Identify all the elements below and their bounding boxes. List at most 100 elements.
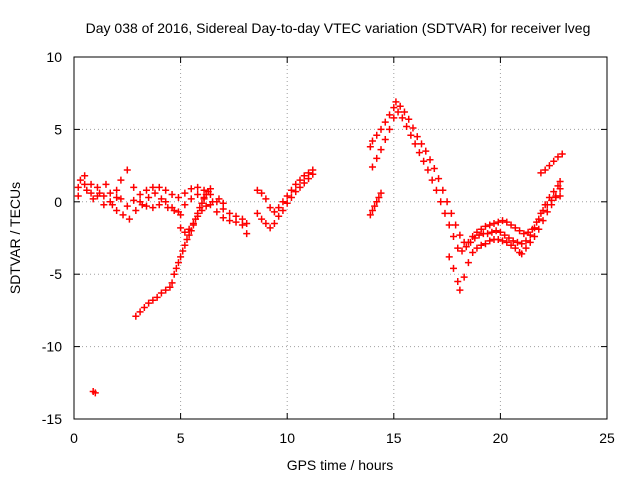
data-point bbox=[475, 231, 483, 239]
data-point bbox=[142, 202, 150, 210]
data-point bbox=[398, 114, 406, 122]
data-point bbox=[243, 230, 251, 238]
data-point bbox=[226, 209, 234, 217]
data-point bbox=[181, 228, 189, 236]
data-point bbox=[138, 201, 146, 209]
data-point bbox=[300, 172, 308, 180]
data-point bbox=[149, 296, 157, 304]
data-point bbox=[183, 235, 191, 243]
data-point bbox=[177, 224, 185, 232]
data-point bbox=[548, 201, 556, 209]
data-point bbox=[81, 172, 89, 180]
data-point bbox=[409, 124, 417, 132]
data-point bbox=[170, 270, 178, 278]
data-point bbox=[296, 183, 304, 191]
data-point bbox=[377, 125, 385, 133]
data-point bbox=[490, 220, 498, 228]
data-point bbox=[266, 224, 274, 232]
data-point bbox=[496, 228, 504, 236]
data-point bbox=[445, 253, 453, 261]
data-point bbox=[368, 206, 376, 214]
data-point bbox=[189, 220, 197, 228]
data-point bbox=[194, 191, 202, 199]
data-point bbox=[531, 233, 539, 241]
data-point bbox=[151, 189, 159, 197]
data-point bbox=[149, 183, 157, 191]
data-point bbox=[198, 199, 206, 207]
data-point bbox=[136, 308, 144, 316]
data-point bbox=[435, 175, 443, 183]
data-point bbox=[215, 195, 223, 203]
data-point bbox=[296, 176, 304, 184]
data-point bbox=[157, 289, 165, 297]
data-point bbox=[136, 191, 144, 199]
data-point bbox=[492, 227, 500, 235]
data-point bbox=[89, 195, 97, 203]
data-point bbox=[373, 198, 381, 206]
data-point bbox=[531, 224, 539, 232]
data-point bbox=[522, 237, 530, 245]
data-point bbox=[200, 195, 208, 203]
data-point bbox=[526, 238, 534, 246]
data-point bbox=[469, 248, 477, 256]
data-point bbox=[428, 176, 436, 184]
data-point bbox=[123, 202, 131, 210]
data-point bbox=[452, 221, 460, 229]
data-point bbox=[443, 198, 451, 206]
data-point bbox=[275, 204, 283, 212]
data-point bbox=[168, 191, 176, 199]
data-point bbox=[509, 237, 517, 245]
data-point bbox=[194, 212, 202, 220]
data-point bbox=[194, 183, 202, 191]
y-tick-label: -10 bbox=[42, 339, 62, 355]
data-point bbox=[279, 198, 287, 206]
data-point bbox=[541, 166, 549, 174]
data-point bbox=[543, 208, 551, 216]
data-point bbox=[219, 214, 227, 222]
data-point bbox=[181, 201, 189, 209]
data-series bbox=[366, 98, 564, 246]
data-point bbox=[518, 240, 526, 248]
data-point bbox=[170, 206, 178, 214]
data-point bbox=[445, 221, 453, 229]
data-point bbox=[481, 222, 489, 230]
data-point bbox=[287, 186, 295, 194]
data-point bbox=[270, 220, 278, 228]
data-point bbox=[87, 189, 95, 197]
y-axis-label: SDTVAR / TECUs bbox=[7, 182, 23, 294]
data-point bbox=[499, 217, 507, 225]
data-series bbox=[366, 189, 385, 219]
data-point bbox=[162, 286, 170, 294]
data-point bbox=[226, 217, 234, 225]
data-point bbox=[373, 154, 381, 162]
data-point bbox=[108, 201, 116, 209]
data-point bbox=[477, 241, 485, 249]
data-point bbox=[449, 264, 457, 272]
data-point bbox=[206, 185, 214, 193]
data-point bbox=[187, 185, 195, 193]
data-point bbox=[155, 201, 163, 209]
data-point bbox=[407, 131, 415, 139]
data-point bbox=[456, 231, 464, 239]
data-point bbox=[130, 183, 138, 191]
data-point bbox=[155, 183, 163, 191]
data-series bbox=[537, 150, 566, 177]
data-point bbox=[149, 204, 157, 212]
data-point bbox=[420, 157, 428, 165]
data-point bbox=[481, 240, 489, 248]
data-point bbox=[432, 186, 440, 194]
data-point bbox=[539, 217, 547, 225]
data-point bbox=[486, 237, 494, 245]
data-series bbox=[368, 108, 564, 255]
data-point bbox=[162, 186, 170, 194]
data-point bbox=[413, 133, 421, 141]
data-point bbox=[394, 108, 402, 116]
data-point bbox=[494, 218, 502, 226]
data-point bbox=[292, 180, 300, 188]
plot-frame bbox=[73, 56, 608, 420]
data-point bbox=[511, 224, 519, 232]
data-point bbox=[87, 180, 95, 188]
data-point bbox=[396, 102, 404, 110]
data-point bbox=[157, 195, 165, 203]
